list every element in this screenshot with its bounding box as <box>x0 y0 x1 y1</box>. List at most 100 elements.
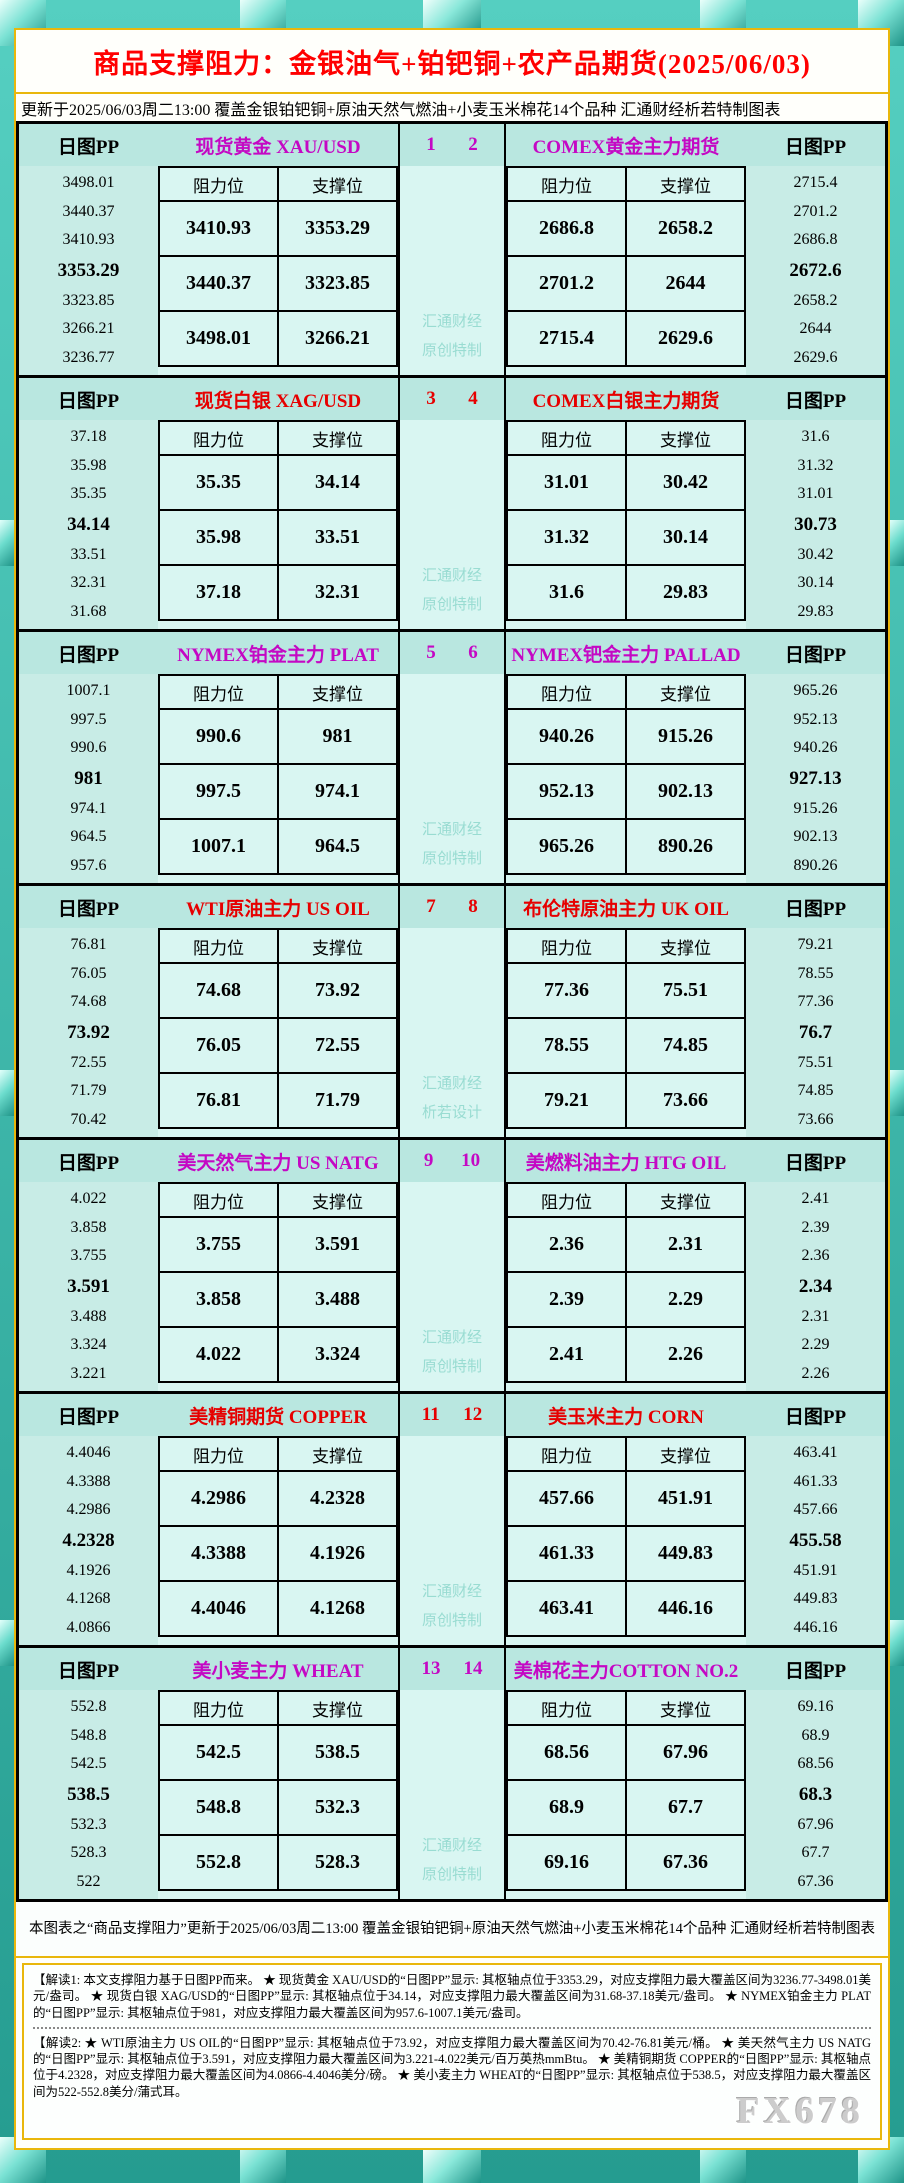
resistance-value: 76.81 <box>196 1089 241 1111</box>
rs-row-2: 952.13 902.13 <box>508 763 744 818</box>
rs-header-row: 阻力位 支撑位 <box>160 1438 396 1470</box>
pp-level: 74.68 <box>70 993 107 1011</box>
rs-table: 阻力位 支撑位 3410.93 3353.29 3440.37 3323.85 … <box>158 166 398 367</box>
rs-row-1: 990.6 981 <box>160 708 396 763</box>
rs-row-1: 77.36 75.51 <box>508 962 744 1017</box>
resistance-value: 997.5 <box>196 780 241 802</box>
support-header: 支撑位 <box>625 422 744 454</box>
pair-number: 5 <box>426 642 436 663</box>
rs-header-row: 阻力位 支撑位 <box>508 1184 744 1216</box>
rs-row-2: 4.3388 4.1926 <box>160 1525 396 1580</box>
pp-column-header-left: 日图PP <box>19 378 158 420</box>
watermark-line: 原创特制 <box>421 597 482 613</box>
rs-row-1: 457.66 451.91 <box>508 1470 744 1525</box>
support-value: 3353.29 <box>277 202 396 255</box>
support-value: 981 <box>277 710 396 763</box>
resistance-header: 阻力位 <box>541 938 592 958</box>
rs-row-2: 31.32 30.14 <box>508 509 744 564</box>
pp-header-label: 日图PP <box>784 898 847 920</box>
instrument-header-left: 美小麦主力 WHEAT <box>158 1648 398 1690</box>
instrument-header-left: WTI原油主力 US OIL <box>158 886 398 928</box>
pp-ladder-left: 4.022 3.858 3.755 3.591 3.488 3.324 3.22… <box>19 1182 158 1391</box>
support-header: 支撑位 <box>625 930 744 962</box>
pp-level: 73.66 <box>797 1110 834 1128</box>
pp-level: 3498.01 <box>62 174 115 192</box>
resistance-value: 965.26 <box>539 835 594 857</box>
rs-table-area-left: 阻力位 支撑位 4.2986 4.2328 4.3388 4.1926 4.40… <box>158 1436 398 1645</box>
pp-level: 3.755 <box>70 1247 107 1265</box>
instrument-column-left: 现货白银 XAG/USD 阻力位 支撑位 35.35 34.14 35.98 3… <box>158 378 398 629</box>
support-value: 902.13 <box>625 765 744 818</box>
rs-row-3: 2.41 2.26 <box>508 1326 744 1381</box>
instrument-header-left: 现货黄金 XAU/USD <box>158 124 398 166</box>
rs-row-1: 2.36 2.31 <box>508 1216 744 1271</box>
instrument-header-right: 布伦特原油主力 UK OIL <box>506 886 746 928</box>
pp-header-label: 日图PP <box>57 644 120 666</box>
pair-number: 14 <box>463 1658 483 1679</box>
instrument-column-right: 美玉米主力 CORN 阻力位 支撑位 457.66 451.91 461.33 … <box>506 1394 746 1645</box>
support-header: 支撑位 <box>277 1184 396 1216</box>
pp-level: 4.1268 <box>66 1590 111 1608</box>
support-value: 4.1268 <box>277 1582 396 1635</box>
pair-column: 1 2 汇通财经 原创特制 <box>398 124 506 375</box>
pp-ladder-right: 965.26 952.13 940.26 927.13 915.26 902.1… <box>746 674 885 883</box>
support-value: 67.7 <box>625 1781 744 1834</box>
support-header: 支撑位 <box>277 930 396 962</box>
watermark-line: 原创特制 <box>421 1867 482 1883</box>
support-value: 2629.6 <box>625 312 744 365</box>
pair-number: 7 <box>426 896 436 917</box>
instrument-header-right: 美棉花主力COTTON NO.2 <box>506 1648 746 1690</box>
pp-header-label: 日图PP <box>784 390 847 412</box>
resistance-value: 3410.93 <box>186 217 251 239</box>
rs-header-row: 阻力位 支撑位 <box>160 1184 396 1216</box>
page-title: 商品支撑阻力：金银油气+铂钯铜+农产品期货(2025/06/03) <box>93 48 811 79</box>
support-value: 72.55 <box>277 1019 396 1072</box>
pp-pivot-level: 455.58 <box>789 1529 842 1551</box>
pair-column: 5 6 汇通财经 原创特制 <box>398 632 506 883</box>
resistance-value: 3498.01 <box>186 327 251 349</box>
pp-level: 3266.21 <box>62 320 115 338</box>
pp-level: 542.5 <box>70 1755 107 1773</box>
support-value: 4.2328 <box>277 1472 396 1525</box>
support-value: 34.14 <box>277 456 396 509</box>
pp-level: 552.8 <box>70 1698 107 1716</box>
pair-header: 13 14 <box>400 1648 504 1690</box>
resistance-header: 阻力位 <box>193 1192 244 1212</box>
resistance-value: 940.26 <box>539 725 594 747</box>
update-line: 更新于2025/06/03周二13:00 覆盖金银铂钯铜+原油天然气燃油+小麦玉… <box>16 94 888 121</box>
rs-table-area-left: 阻力位 支撑位 3410.93 3353.29 3440.37 3323.85 … <box>158 166 398 375</box>
pp-level: 902.13 <box>793 828 838 846</box>
pp-level: 522 <box>76 1872 101 1890</box>
title-box: 商品支撑阻力：金银油气+铂钯铜+农产品期货(2025/06/03) <box>16 30 888 94</box>
brand-watermark: 汇通财经 原创特制 <box>400 1436 504 1645</box>
rs-row-3: 2715.4 2629.6 <box>508 310 744 365</box>
pp-ladder-left: 4.4046 4.3388 4.2986 4.2328 4.1926 4.126… <box>19 1436 158 1645</box>
resistance-value: 31.6 <box>549 581 584 603</box>
rs-table: 阻力位 支撑位 542.5 538.5 548.8 532.3 552.8 52… <box>158 1690 398 1891</box>
pp-pivot-level: 981 <box>74 767 103 789</box>
pair-number: 12 <box>463 1404 483 1425</box>
pp-ladder-right: 2715.4 2701.2 2686.8 2672.6 2658.2 2644 … <box>746 166 885 375</box>
pp-column-right: 日图PP 2715.4 2701.2 2686.8 2672.6 2658.2 … <box>746 124 885 375</box>
support-header: 支撑位 <box>625 1438 744 1470</box>
pp-column-left: 日图PP 4.022 3.858 3.755 3.591 3.488 3.324… <box>19 1140 158 1391</box>
rs-header-row: 阻力位 支撑位 <box>160 676 396 708</box>
pp-level: 532.3 <box>70 1815 107 1833</box>
pp-level: 3.324 <box>70 1336 107 1354</box>
pp-level: 4.1926 <box>66 1561 111 1579</box>
rs-row-1: 3.755 3.591 <box>160 1216 396 1271</box>
resistance-header: 阻力位 <box>541 1192 592 1212</box>
pp-level: 974.1 <box>70 799 107 817</box>
rs-table: 阻力位 支撑位 990.6 981 997.5 974.1 1007.1 964… <box>158 674 398 875</box>
rs-table: 阻力位 支撑位 31.01 30.42 31.32 30.14 31.6 29.… <box>506 420 746 621</box>
resistance-value: 4.3388 <box>191 1542 246 1564</box>
pp-level: 2715.4 <box>793 174 838 192</box>
rs-row-3: 965.26 890.26 <box>508 818 744 873</box>
pp-level: 1007.1 <box>66 682 111 700</box>
pair-header: 7 8 <box>400 886 504 928</box>
pp-level: 2658.2 <box>793 291 838 309</box>
pair-number: 8 <box>468 896 478 917</box>
resistance-value: 2.36 <box>549 1233 584 1255</box>
support-value: 74.85 <box>625 1019 744 1072</box>
resistance-value: 548.8 <box>196 1796 241 1818</box>
